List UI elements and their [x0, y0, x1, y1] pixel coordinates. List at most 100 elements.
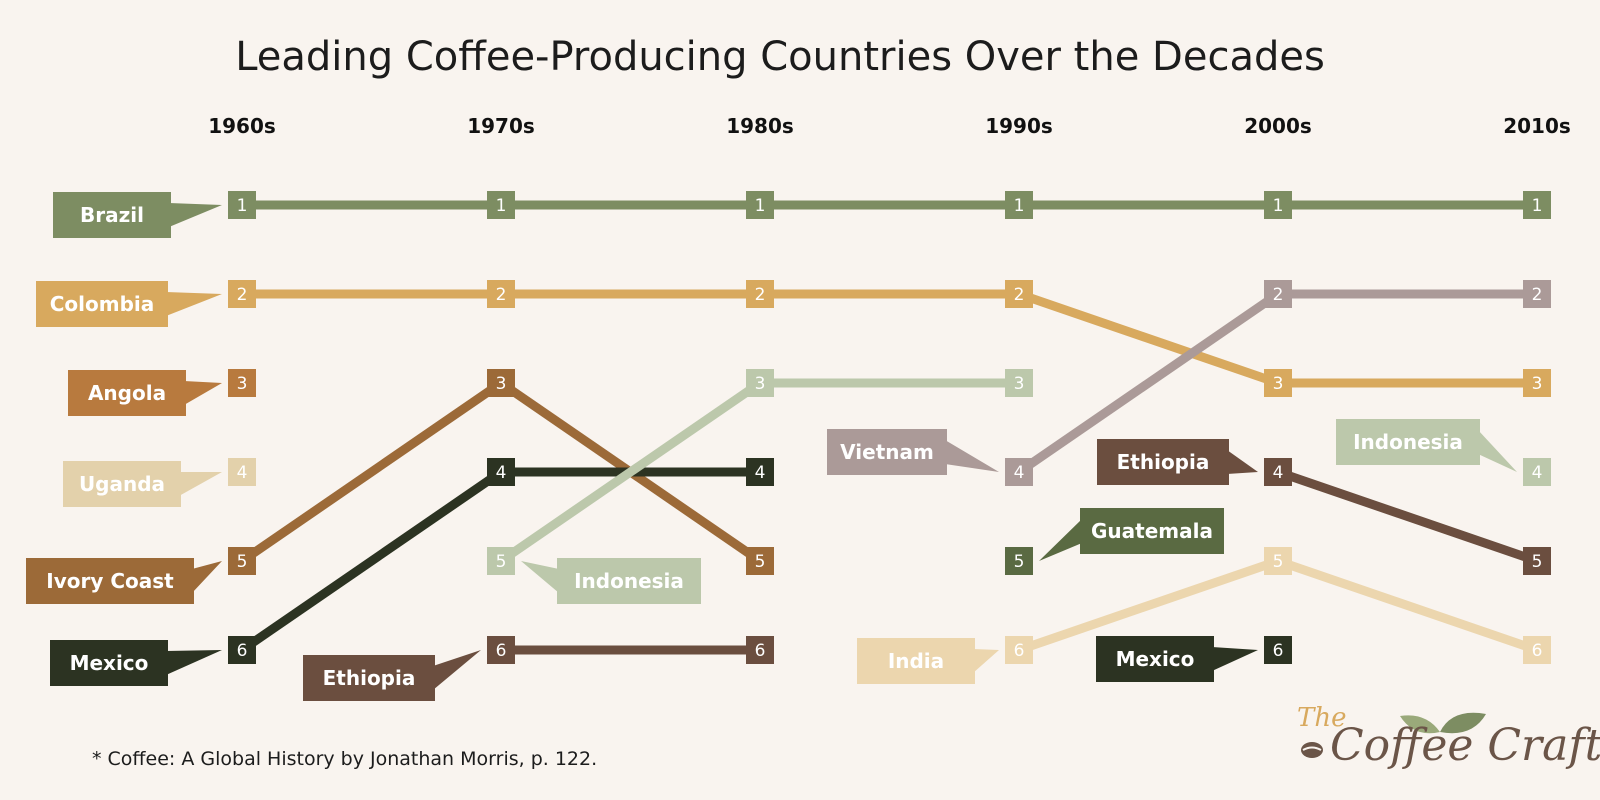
callout-text: Vietnam [840, 440, 934, 464]
footnote: * Coffee: A Global History by Jonathan M… [92, 748, 597, 770]
rank-marker-brazil-1990s: 1 [1005, 191, 1033, 219]
logo-the: The [1297, 703, 1346, 733]
rank-box [1523, 458, 1551, 486]
line-ivory-coast-1960s-1970s [239, 379, 504, 565]
rank-number: 6 [237, 641, 248, 661]
rank-number: 2 [496, 285, 507, 305]
rank-box [1523, 547, 1551, 575]
rank-number: 2 [1014, 285, 1025, 305]
callout-pointer [192, 561, 222, 593]
rank-marker-ethiopia-1980s: 6 [746, 636, 774, 664]
rank-number: 5 [755, 552, 766, 572]
callout-indonesia-2010s: Indonesia [1336, 419, 1517, 472]
rank-box [746, 280, 774, 308]
rank-number: 4 [496, 463, 507, 483]
rank-number: 1 [496, 196, 507, 216]
rank-marker-mexico-1960s: 6 [228, 636, 256, 664]
callout-box [63, 461, 181, 507]
rank-number: 6 [755, 641, 766, 661]
callout-text: Mexico [1116, 647, 1195, 671]
callout-guatemala-1990s: Guatemala [1039, 508, 1224, 561]
rank-number: 5 [1014, 552, 1025, 572]
rank-marker-colombia-1980s: 2 [746, 280, 774, 308]
rank-box [1005, 636, 1033, 664]
rank-box [1264, 369, 1292, 397]
callout-box [50, 640, 168, 686]
rank-marker-guatemala-1990s: 5 [1005, 547, 1033, 575]
callout-indonesia-1970s: Indonesia [521, 558, 701, 604]
callout-text: Guatemala [1091, 519, 1213, 543]
rank-box [1005, 191, 1033, 219]
callout-mexico-2000s: Mexico [1096, 636, 1258, 682]
callout-text: Indonesia [574, 569, 684, 593]
rank-number: 4 [1014, 463, 1025, 483]
rank-box [746, 191, 774, 219]
rank-number: 4 [237, 463, 248, 483]
callout-ivory-coast-1960s: Ivory Coast [26, 558, 222, 604]
rank-box [1005, 547, 1033, 575]
rank-number: 6 [1532, 641, 1543, 661]
rank-box [487, 280, 515, 308]
rank-marker-uganda-1960s: 4 [228, 458, 256, 486]
rank-marker-colombia-1960s: 2 [228, 280, 256, 308]
rank-number: 2 [237, 285, 248, 305]
callout-text: Colombia [50, 292, 155, 316]
line-mexico-1960s-1970s [239, 468, 504, 654]
rank-number: 4 [1532, 463, 1543, 483]
rank-marker-colombia-2010s: 3 [1523, 369, 1551, 397]
rank-box [1264, 636, 1292, 664]
callout-box [68, 370, 186, 416]
callout-box [303, 655, 435, 701]
decade-headers: 1960s 1970s 1980s 1990s 2000s 2010s [208, 114, 1571, 138]
rank-box [1264, 280, 1292, 308]
rank-marker-ethiopia-2000s: 4 [1264, 458, 1292, 486]
rank-box [1523, 369, 1551, 397]
rank-marker-ivory-coast-1980s: 5 [746, 547, 774, 575]
rank-marker-indonesia-1990s: 3 [1005, 369, 1033, 397]
rank-box [1005, 369, 1033, 397]
rank-marker-ivory-coast-1970s: 3 [487, 369, 515, 397]
rank-marker-ethiopia-2010s: 5 [1523, 547, 1551, 575]
rank-box [1523, 280, 1551, 308]
rank-number: 5 [1532, 552, 1543, 572]
rank-number: 3 [1532, 374, 1543, 394]
callout-angola-1960s: Angola [68, 370, 222, 416]
rank-marker-colombia-1970s: 2 [487, 280, 515, 308]
rank-marker-mexico-2000s: 6 [1264, 636, 1292, 664]
rank-marker-mexico-1970s: 4 [487, 458, 515, 486]
rank-marker-india-2010s: 6 [1523, 636, 1551, 664]
rank-box [1264, 191, 1292, 219]
rank-marker-brazil-2000s: 1 [1264, 191, 1292, 219]
rank-marker-angola-1960s: 3 [228, 369, 256, 397]
rank-marker-vietnam-1990s: 4 [1005, 458, 1033, 486]
callout-box [26, 558, 194, 604]
callout-vietnam-1990s: Vietnam [827, 429, 999, 475]
line-vietnam-1990s-2000s [1016, 290, 1281, 476]
line-india-1990s-2000s [1017, 556, 1280, 655]
rank-box [487, 547, 515, 575]
callout-box [1096, 636, 1214, 682]
rank-marker-indonesia-1980s: 3 [746, 369, 774, 397]
rank-number: 2 [1532, 285, 1543, 305]
callout-text: India [888, 649, 944, 673]
callout-pointer [433, 650, 481, 690]
rank-number: 1 [755, 196, 766, 216]
decade-label-1980s: 1980s [726, 114, 794, 138]
rank-box [1005, 280, 1033, 308]
callout-pointer [1227, 450, 1258, 474]
rank-box [487, 636, 515, 664]
rank-number: 3 [755, 374, 766, 394]
rank-number: 2 [755, 285, 766, 305]
rank-number: 1 [237, 196, 248, 216]
rank-marker-brazil-1960s: 1 [228, 191, 256, 219]
rank-number: 6 [496, 641, 507, 661]
callout-pointer [973, 649, 999, 673]
line-colombia-1990s-2000s [1017, 289, 1280, 388]
rank-marker-vietnam-2000s: 2 [1264, 280, 1292, 308]
rank-box [228, 547, 256, 575]
rank-number: 6 [1014, 641, 1025, 661]
series-lines [239, 200, 1539, 655]
callout-text: Angola [88, 381, 166, 405]
decade-label-1960s: 1960s [208, 114, 276, 138]
callout-colombia-1960s: Colombia [36, 281, 222, 327]
